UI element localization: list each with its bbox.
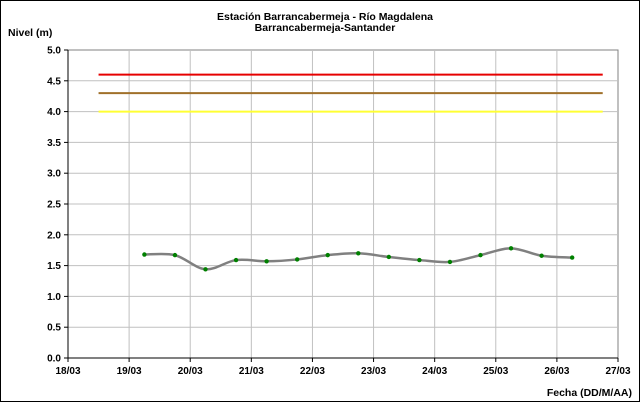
- y-tick-label: 1.0: [47, 292, 61, 303]
- y-tick-label: 2.5: [47, 200, 61, 211]
- y-tick-label: 3.5: [47, 138, 61, 149]
- x-tick-label: 21/03: [239, 366, 264, 377]
- x-tick-label: 22/03: [300, 366, 325, 377]
- data-point: [356, 251, 361, 256]
- data-point: [172, 252, 178, 258]
- x-tick-label: 20/03: [178, 366, 203, 377]
- y-tick-label: 4.0: [47, 107, 61, 118]
- data-point: [233, 257, 239, 263]
- data-point: [417, 257, 422, 263]
- x-tick-label: 19/03: [117, 366, 142, 377]
- data-point: [539, 253, 544, 258]
- x-tick-label: 18/03: [55, 366, 80, 377]
- y-tick-label: 1.5: [47, 261, 61, 272]
- x-tick-label: 27/03: [605, 366, 630, 377]
- x-tick-label: 26/03: [544, 366, 569, 377]
- data-point: [386, 254, 392, 260]
- x-tick-label: 25/03: [483, 366, 508, 377]
- data-point: [142, 252, 147, 257]
- data-point: [203, 267, 208, 272]
- y-tick-label: 5.0: [47, 46, 61, 57]
- data-point: [569, 255, 575, 260]
- series-layer: [142, 246, 575, 272]
- data-point: [325, 252, 330, 258]
- chart-subtitle: Barrancabermeja-Santander: [255, 22, 396, 34]
- y-tick-label: 4.5: [47, 76, 61, 87]
- data-point: [447, 259, 453, 265]
- chart-title: Estación Barrancabermeja - Río Magdalena: [217, 11, 433, 23]
- y-axis-title: Nivel (m): [8, 27, 52, 39]
- x-tick-label: 23/03: [361, 366, 386, 377]
- data-point: [294, 257, 300, 262]
- y-tick-label: 2.0: [47, 230, 61, 241]
- x-axis-title: Fecha (DD/M/AA): [547, 387, 632, 399]
- data-point: [478, 252, 483, 258]
- data-point: [264, 259, 269, 264]
- y-tick-labels: 0.0 0.5 1.0 1.5 2.0 2.5 3.0 3.5 4.0 4.5 5.0: [47, 46, 68, 365]
- y-tick-label: 0.0: [47, 354, 61, 365]
- x-tick-label: 24/03: [422, 366, 447, 377]
- y-tick-label: 0.5: [47, 323, 61, 334]
- x-tick-labels: 18/03 19/03 20/03 21/03 22/03 23/03 24/03 25/03…: [55, 358, 631, 377]
- data-point: [508, 246, 514, 251]
- threshold-lines: [98, 73, 603, 113]
- y-tick-label: 3.0: [47, 169, 61, 180]
